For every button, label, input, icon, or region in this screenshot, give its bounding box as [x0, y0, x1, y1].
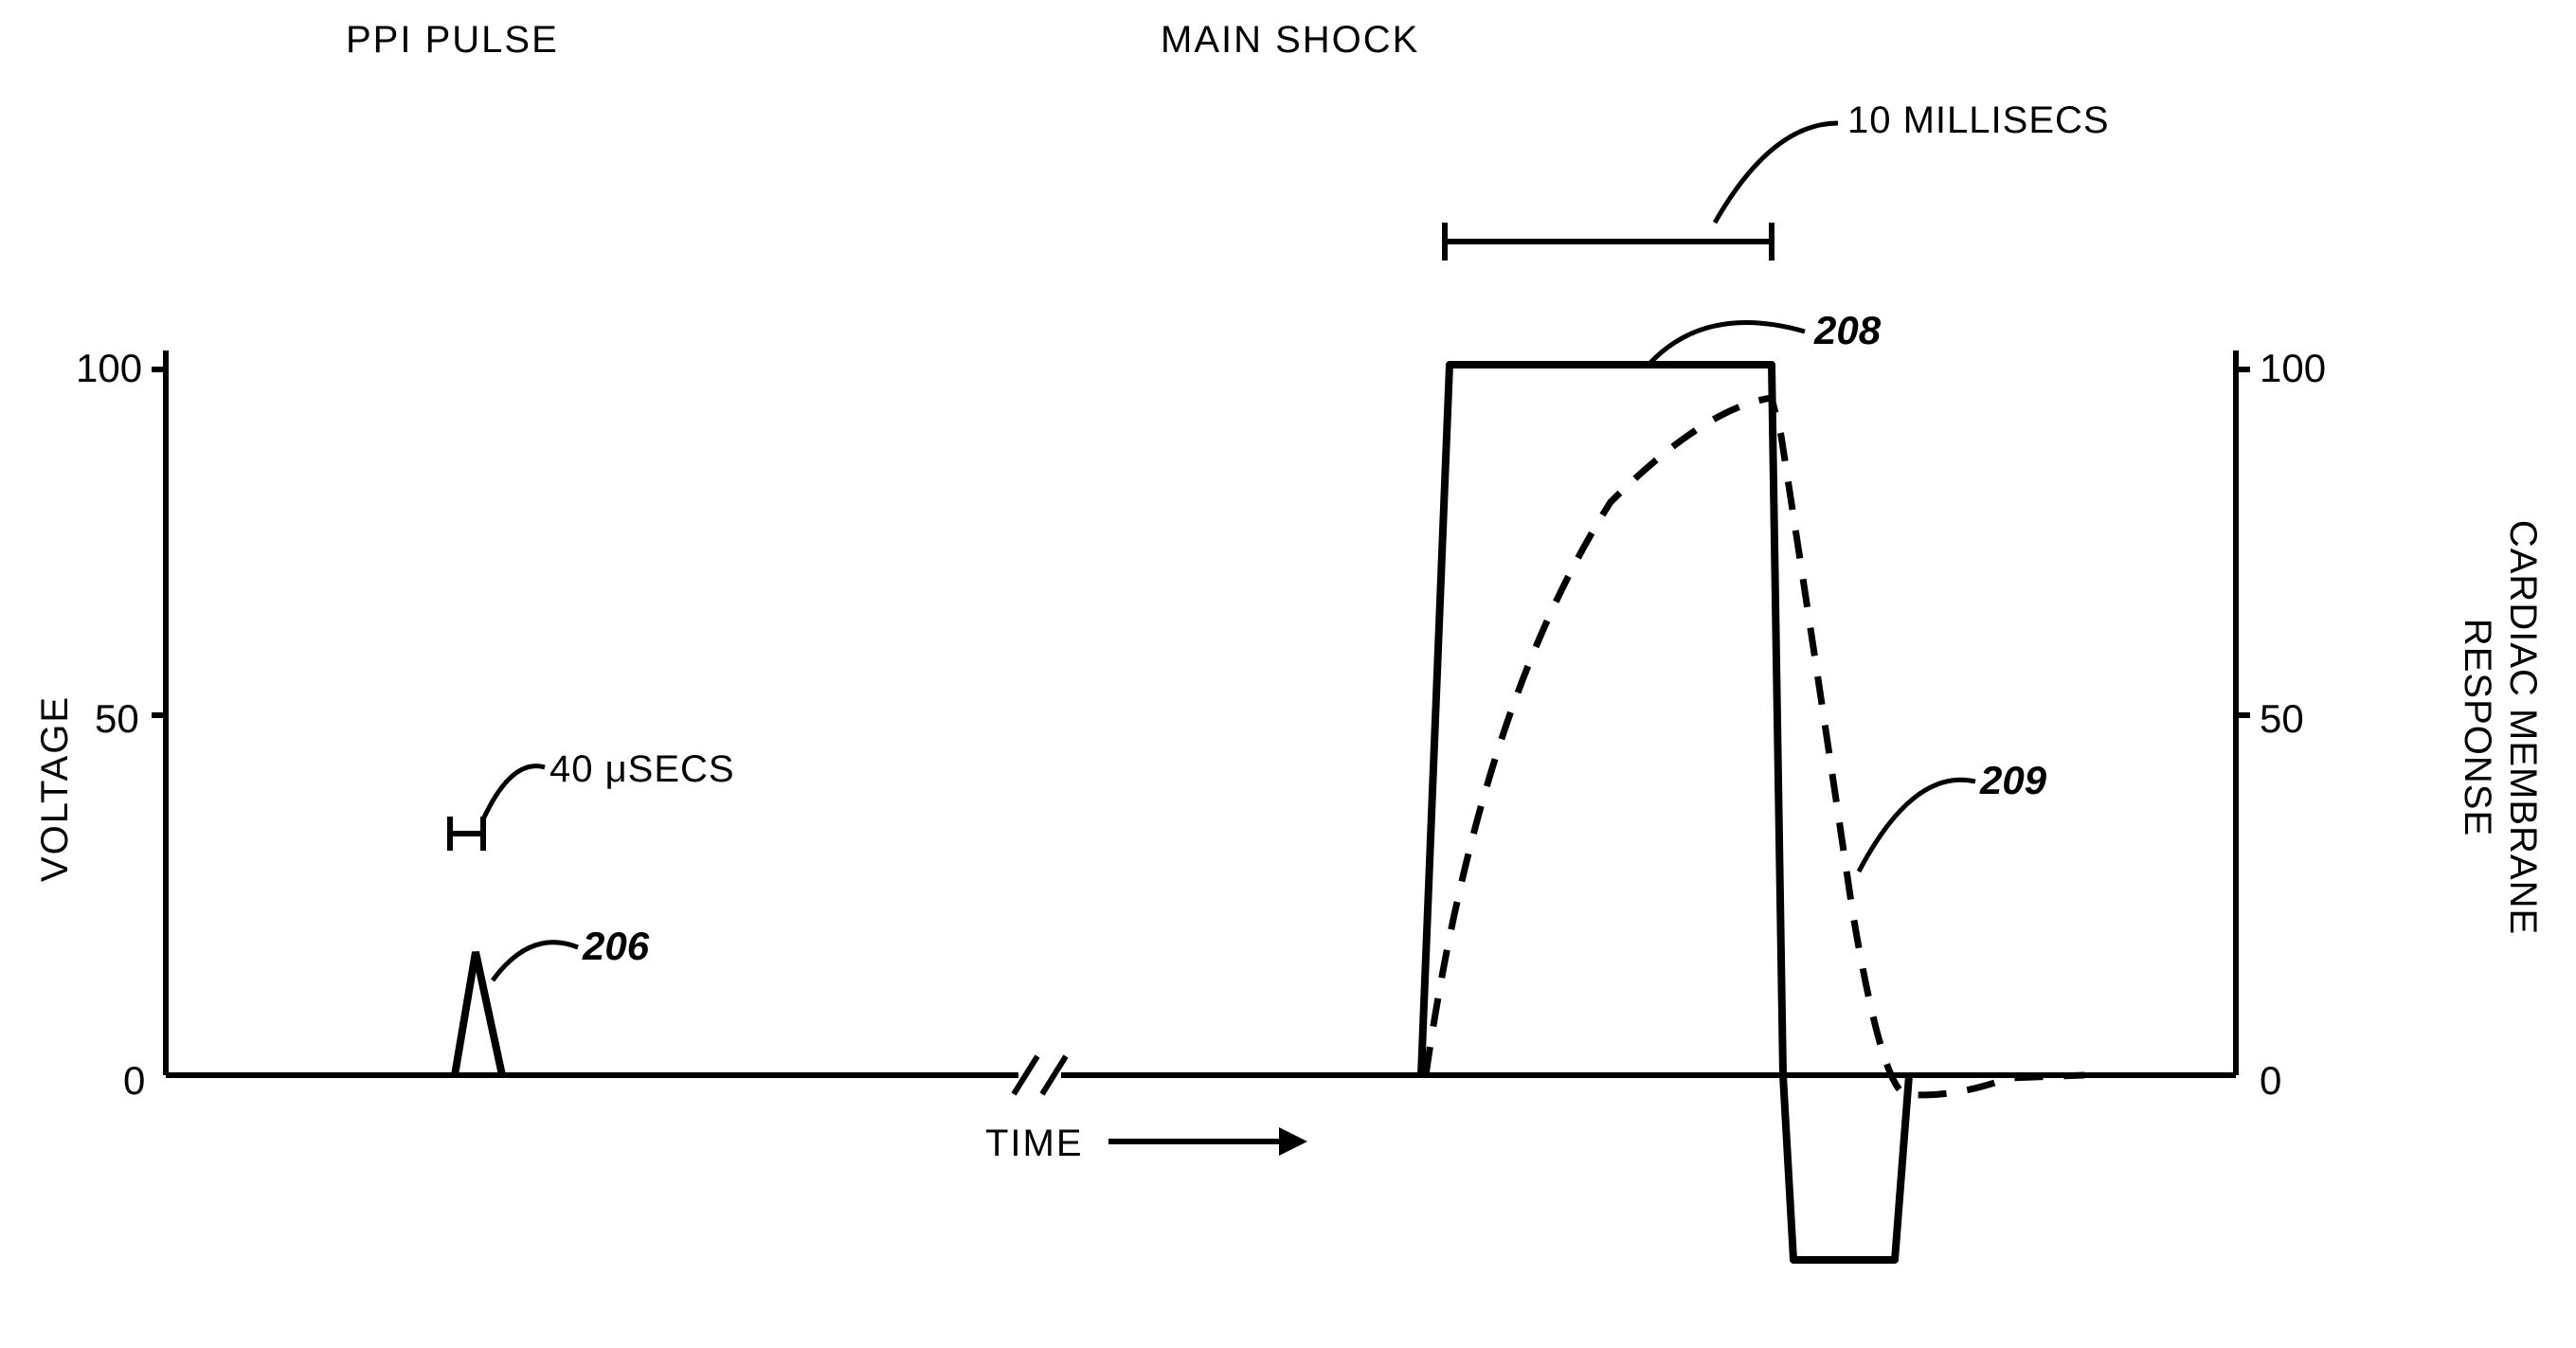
- main-shock-waveform: [1421, 365, 1909, 1260]
- ppi-bracket-callout: [483, 766, 545, 819]
- main-bracket-callout: [1715, 123, 1838, 223]
- ppi-pulse-waveform: [455, 952, 502, 1075]
- chart-container: PPI PULSE MAIN SHOCK VOLTAGE CARDIAC MEM…: [0, 0, 2576, 1348]
- main-pulse-callout: [1648, 323, 1805, 365]
- response-callout: [1859, 780, 1975, 872]
- time-arrow-head: [1279, 1127, 1307, 1156]
- ppi-callout-curve: [493, 943, 578, 980]
- response-curve: [1426, 398, 2084, 1095]
- chart-svg: [0, 0, 2576, 1348]
